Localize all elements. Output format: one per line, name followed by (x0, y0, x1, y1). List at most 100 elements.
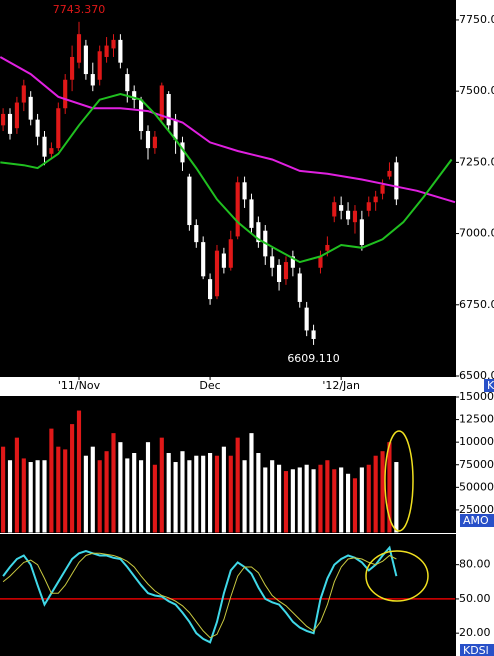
volume-bar (180, 451, 185, 533)
moving-average (0, 92, 453, 264)
y-tick-label: 7750.0 (459, 13, 494, 26)
volume-bar (373, 455, 378, 533)
volume-bar (297, 467, 302, 533)
candle-body (332, 202, 337, 217)
candle-body (166, 94, 171, 126)
candle-body (325, 244, 330, 251)
candle-body (1, 113, 6, 126)
right-axis-strip (456, 0, 494, 656)
candle-body (173, 119, 178, 140)
axis-badge: KDSl (463, 644, 489, 656)
candle-body (339, 205, 344, 211)
volume-bar (242, 460, 247, 533)
candle-body (63, 79, 68, 109)
candle-body (118, 39, 123, 63)
volume-bar (111, 433, 116, 533)
volume-bar (152, 464, 157, 533)
candle-body (42, 136, 47, 157)
candle-body (387, 170, 392, 177)
candle-body (159, 85, 164, 120)
volume-bar (228, 455, 233, 533)
volume-bar (166, 453, 171, 533)
volume-bar (270, 460, 275, 533)
volume-bar (173, 462, 178, 533)
candle-body (125, 74, 130, 92)
candle-body (318, 256, 323, 268)
candle-body (270, 256, 275, 268)
volume-bar (21, 458, 26, 533)
volume-bar (132, 453, 137, 533)
volume-bar (159, 437, 164, 533)
volume-bar (1, 446, 6, 533)
candle-body (76, 34, 82, 63)
candle-body (28, 96, 33, 120)
volume-bar (90, 446, 95, 533)
candle-body (187, 176, 192, 226)
volume-bar (97, 460, 102, 533)
axis-badge: K (487, 379, 494, 392)
candle-body (56, 108, 61, 149)
volume-bar (325, 460, 330, 533)
candle-body (35, 119, 40, 137)
volume-bar (318, 464, 323, 533)
candle-body (145, 131, 151, 149)
volume-bar (332, 469, 337, 533)
volume-bar (56, 446, 61, 533)
candle-body (201, 242, 206, 277)
volume-bar (366, 464, 371, 533)
volume-bar (49, 428, 54, 533)
candle-body (242, 182, 247, 200)
volume-bar (221, 446, 226, 533)
volume-bar (35, 460, 40, 533)
candle-body (21, 85, 26, 103)
y-tick-label: 7250.0 (459, 155, 494, 168)
candle-body (304, 307, 309, 331)
moving-average (0, 56, 456, 204)
candle-body (235, 182, 240, 237)
volume-bar (380, 451, 385, 533)
volume-bar (194, 455, 199, 533)
oscillator-line (2, 545, 398, 644)
highlight-ellipse (384, 430, 414, 532)
y-tick-label: 7500.0 (459, 84, 494, 97)
y-tick-label: 12500 (459, 413, 494, 426)
volume-bar (394, 462, 399, 533)
candle-body (111, 39, 116, 49)
candle-body (221, 253, 226, 268)
volume-bar (201, 455, 206, 533)
candle-body (132, 91, 137, 100)
volume-bar (249, 433, 254, 533)
volume-bar (304, 464, 309, 533)
candle-body (373, 196, 378, 203)
volume-bar (311, 469, 316, 533)
highlight-ellipse (365, 550, 429, 602)
axis-badge: AMO (463, 514, 489, 527)
volume-bar (359, 467, 364, 533)
volume-bar (145, 442, 151, 533)
y-tick-label: 50000 (459, 480, 494, 493)
volume-bar (208, 453, 213, 533)
y-tick-label: 80.00 (459, 558, 491, 571)
candle-body (311, 330, 316, 339)
y-tick-label: 50.00 (459, 592, 491, 605)
candle-body (366, 202, 371, 211)
volume-bar (28, 462, 33, 533)
candle-body (97, 51, 102, 80)
candle-body (352, 210, 358, 223)
oscillator-line (2, 552, 397, 639)
candle-body (14, 102, 19, 129)
candle-body (104, 45, 109, 57)
date-axis-strip (0, 377, 494, 396)
volume-bar (352, 478, 358, 533)
candle-body (194, 225, 199, 243)
candle-body (283, 262, 289, 280)
volume-bar (187, 460, 192, 533)
y-tick-label: 15000 (459, 390, 494, 403)
volume-bar (387, 442, 392, 533)
candle-body (7, 113, 13, 134)
volume-bar (104, 451, 109, 533)
candle-body (380, 185, 385, 194)
candle-body (90, 74, 95, 86)
